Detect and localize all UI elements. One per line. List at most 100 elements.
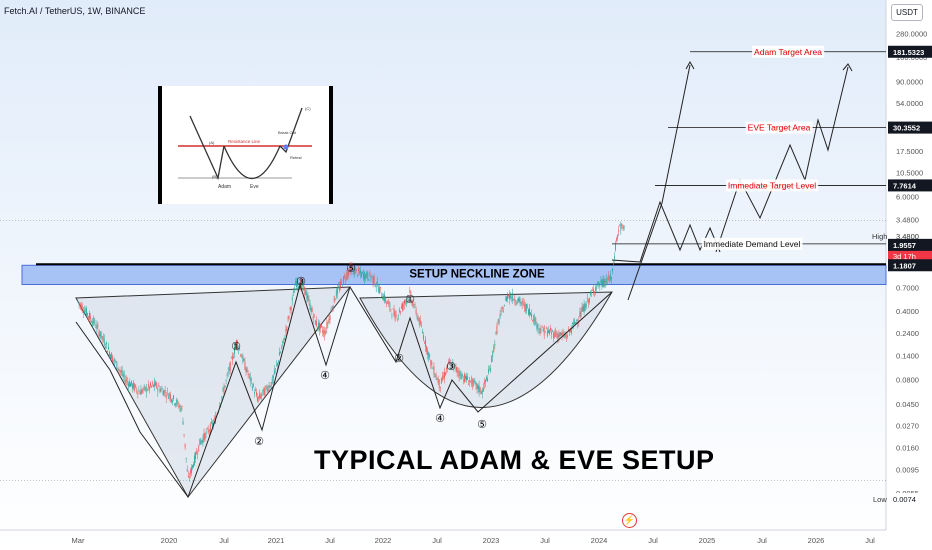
lightning-icon[interactable]: ⚡ bbox=[622, 513, 637, 528]
candle-body bbox=[246, 367, 248, 372]
candle-body bbox=[150, 382, 151, 387]
candle-body bbox=[180, 407, 182, 412]
candle-body bbox=[499, 313, 501, 318]
candle-body bbox=[540, 331, 542, 333]
candle-body bbox=[184, 443, 186, 448]
candle-body bbox=[124, 380, 126, 384]
x-tick-label: Jul bbox=[865, 536, 875, 545]
candle-body bbox=[572, 322, 573, 325]
candle-body bbox=[616, 238, 618, 241]
candle-body bbox=[227, 371, 229, 374]
candle-body bbox=[194, 455, 195, 465]
level-label-bg bbox=[725, 179, 819, 192]
candle-body bbox=[305, 290, 307, 296]
candle-body bbox=[467, 376, 468, 380]
candle-body bbox=[344, 275, 346, 277]
candle-body bbox=[314, 320, 316, 325]
candle-body bbox=[542, 329, 544, 332]
candle-body bbox=[580, 311, 582, 317]
candle-body bbox=[482, 387, 484, 392]
candle-body bbox=[391, 314, 393, 316]
candle-body bbox=[173, 395, 174, 400]
candle-body bbox=[480, 391, 482, 395]
candle-body bbox=[238, 347, 240, 350]
candle-body bbox=[522, 301, 524, 303]
candle-body bbox=[495, 331, 497, 333]
candle-body bbox=[297, 278, 298, 286]
candle-body bbox=[113, 359, 115, 361]
candle-body bbox=[330, 309, 332, 311]
candle-body bbox=[461, 374, 463, 377]
neckline-zone: SETUP NECKLINE ZONE bbox=[0, 220, 887, 481]
candle-body bbox=[201, 440, 203, 443]
candle-body bbox=[406, 300, 408, 304]
candle-body bbox=[159, 388, 161, 392]
candle-body bbox=[437, 379, 439, 384]
candle-body bbox=[352, 268, 354, 271]
candle-body bbox=[294, 281, 296, 286]
candle-body bbox=[486, 377, 487, 380]
candle-body bbox=[286, 326, 288, 331]
y-tick-label: 0.0800 bbox=[896, 375, 919, 384]
candle-body bbox=[409, 290, 411, 293]
candle-body bbox=[566, 335, 568, 338]
currency-button[interactable]: USDT bbox=[891, 4, 923, 21]
candle-body bbox=[581, 307, 583, 312]
candle-body bbox=[451, 367, 453, 369]
level-label-bg bbox=[752, 45, 825, 58]
eve-wave-line bbox=[349, 286, 613, 413]
wave-label: ④ bbox=[435, 413, 445, 425]
candle-body bbox=[261, 394, 263, 396]
candle-body bbox=[236, 340, 237, 346]
candle-body bbox=[604, 281, 606, 283]
candle-body bbox=[325, 331, 327, 334]
adam-wave-line bbox=[75, 283, 351, 499]
wave-label: ② bbox=[254, 436, 264, 448]
candle-body bbox=[429, 354, 431, 357]
candle-body bbox=[438, 379, 440, 388]
candle-body bbox=[99, 334, 101, 336]
candle-body bbox=[346, 272, 348, 280]
candle-body bbox=[340, 281, 341, 288]
candle-body bbox=[579, 311, 581, 318]
candle-body bbox=[268, 385, 270, 389]
candle-body bbox=[221, 396, 223, 399]
candle-body bbox=[175, 403, 177, 406]
candle-body bbox=[598, 281, 600, 287]
candle-body bbox=[374, 285, 376, 287]
candle-body bbox=[302, 283, 304, 287]
candle-body bbox=[419, 320, 421, 325]
candle-body bbox=[412, 301, 414, 307]
candle-body bbox=[584, 303, 586, 311]
candle-body bbox=[206, 428, 208, 429]
candle-body bbox=[501, 306, 503, 310]
resistance-label: Resistance Line bbox=[228, 139, 261, 144]
candle-body bbox=[328, 318, 330, 323]
candle-body bbox=[101, 336, 103, 338]
candle-body bbox=[593, 289, 594, 293]
candle-body bbox=[533, 315, 535, 322]
candle-body bbox=[422, 331, 423, 334]
candle-body bbox=[103, 338, 105, 346]
candle-body bbox=[134, 384, 136, 391]
candle-body bbox=[445, 373, 446, 376]
candle-body bbox=[404, 300, 405, 305]
candle-body bbox=[122, 374, 124, 377]
candle-body bbox=[534, 318, 536, 325]
candle-body bbox=[529, 308, 530, 316]
candle-body bbox=[618, 230, 620, 233]
candle-body bbox=[563, 335, 565, 338]
candle-body bbox=[403, 305, 404, 306]
candle-body bbox=[315, 320, 317, 327]
candle-body bbox=[207, 429, 209, 433]
candle-body bbox=[544, 331, 546, 333]
candle-body bbox=[343, 276, 345, 284]
candle-body bbox=[373, 276, 375, 284]
candle-body bbox=[364, 272, 366, 280]
candle-body bbox=[514, 298, 516, 302]
candle-body bbox=[112, 356, 114, 362]
candle-body bbox=[160, 388, 162, 392]
adam-curve bbox=[189, 115, 225, 181]
candle-body bbox=[375, 286, 377, 287]
